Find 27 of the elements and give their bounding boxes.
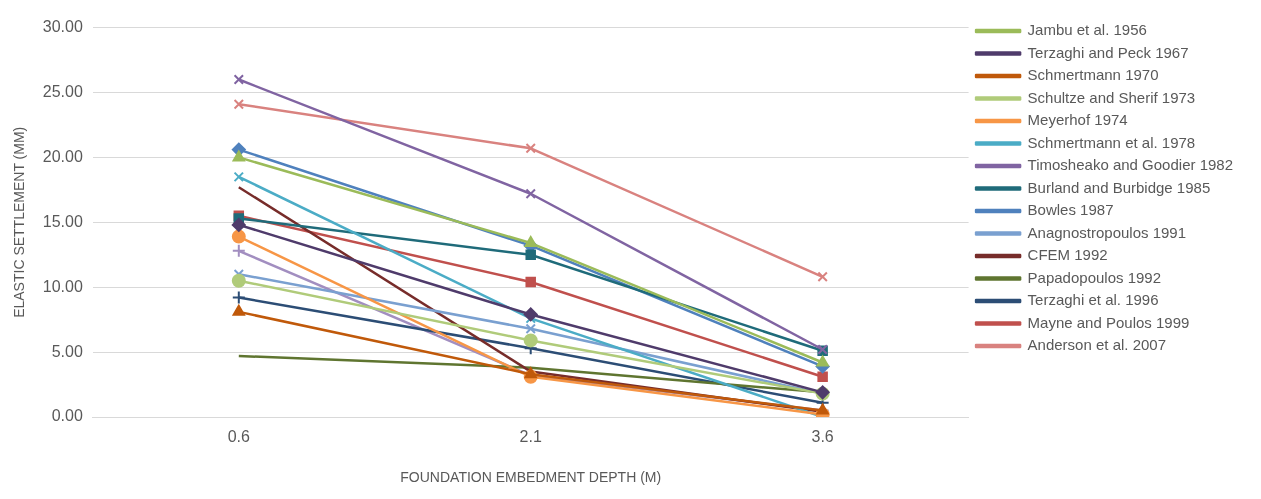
legend-label: Anagnostropoulos 1991 [1027, 223, 1187, 241]
legend-label: Schultze and Sherif 1973 [1027, 88, 1196, 106]
x-tick-label: 2.1 [519, 428, 542, 446]
legend-label: Burland and Burbidge 1985 [1027, 178, 1211, 196]
y-tick-label: 5.00 [51, 342, 83, 360]
legend-label: Terzaghi and Peck 1967 [1027, 43, 1189, 61]
legend-label: Terzaghi et al. 1996 [1027, 291, 1159, 309]
x-tick-label: 0.6 [227, 428, 251, 446]
legend-label: Jambu et al. 1956 [1027, 21, 1147, 39]
legend-label: Papadopoulos 1992 [1027, 268, 1162, 286]
y-tick-label: 25.00 [42, 82, 83, 100]
legend-label: Timosheako and Goodier 1982 [1027, 156, 1234, 174]
y-tick-label: 20.00 [42, 147, 83, 165]
y-tick-label: 0.00 [51, 407, 83, 425]
legend-label: Meyerhof 1974 [1027, 111, 1128, 129]
legend-label: CFEM 1992 [1027, 246, 1108, 264]
y-tick-label: 10.00 [42, 277, 83, 295]
x-tick-label: 3.6 [811, 428, 834, 446]
legend-label: Bowles 1987 [1027, 201, 1114, 219]
x-axis-title: FOUNDATION EMBEDMENT DEPTH (M) [400, 469, 662, 486]
y-axis-title: ELASTIC SETTLEMENT (MM) [11, 126, 28, 318]
legend-label: Anderson et al. 2007 [1027, 336, 1167, 354]
y-tick-label: 15.00 [42, 212, 83, 230]
legend-label: Schmertmann et al. 1978 [1027, 133, 1196, 151]
y-tick-label: 30.00 [42, 18, 83, 36]
legend-label: Mayne and Poulos 1999 [1027, 313, 1190, 331]
legend-label: Schmertmann 1970 [1027, 66, 1159, 84]
